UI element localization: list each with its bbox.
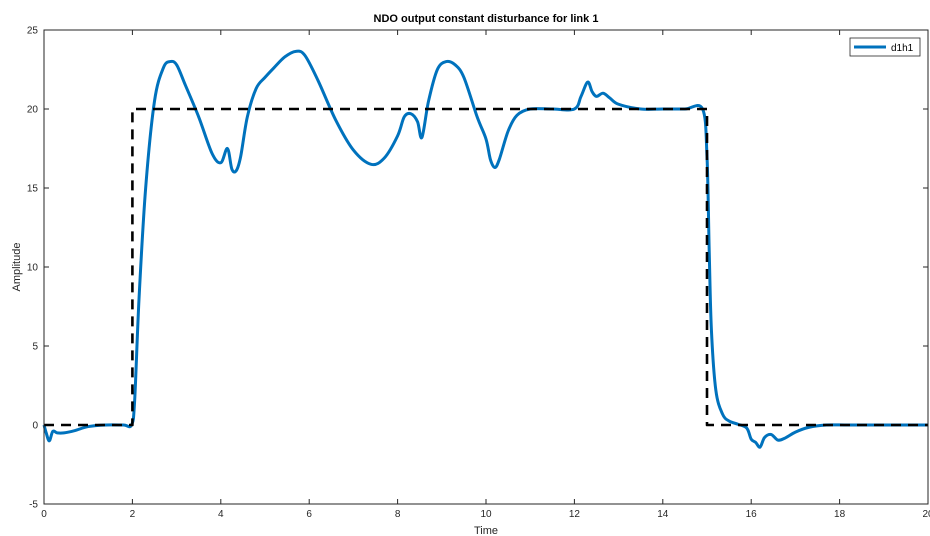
x-tick-label: 14 [657,509,669,520]
x-tick-label: 12 [569,509,581,520]
legend-label-d1h1: d1h1 [891,43,914,54]
axes-box [43,29,929,505]
x-tick-label: 0 [41,509,47,520]
y-tick-label: 25 [27,26,39,37]
y-tick-label: 10 [27,263,39,274]
x-tick-label: 20 [922,509,930,520]
x-tick-label: 4 [218,509,224,520]
y-tick-label: 20 [27,105,39,116]
y-tick-label: 15 [27,184,39,195]
y-axis-label: Amplitude [11,243,23,292]
x-axis-label: Time [474,525,498,536]
series-layer [42,49,928,449]
series-line-d1h1 [42,49,928,449]
y-tick-label: -5 [29,500,38,511]
x-tick-label: 2 [130,509,136,520]
y-tick-label: 0 [32,421,38,432]
x-tick-label: 16 [746,509,758,520]
x-tick-label: 8 [395,509,401,520]
y-tick-label: 5 [32,342,38,353]
x-tick-label: 6 [306,509,312,520]
chart-title: NDO output constant disturbance for link… [374,13,599,25]
legend: d1h1 [849,37,921,57]
x-tick-label: 10 [480,509,492,520]
x-tick-label: 18 [834,509,846,520]
reference-series-line [44,107,928,427]
